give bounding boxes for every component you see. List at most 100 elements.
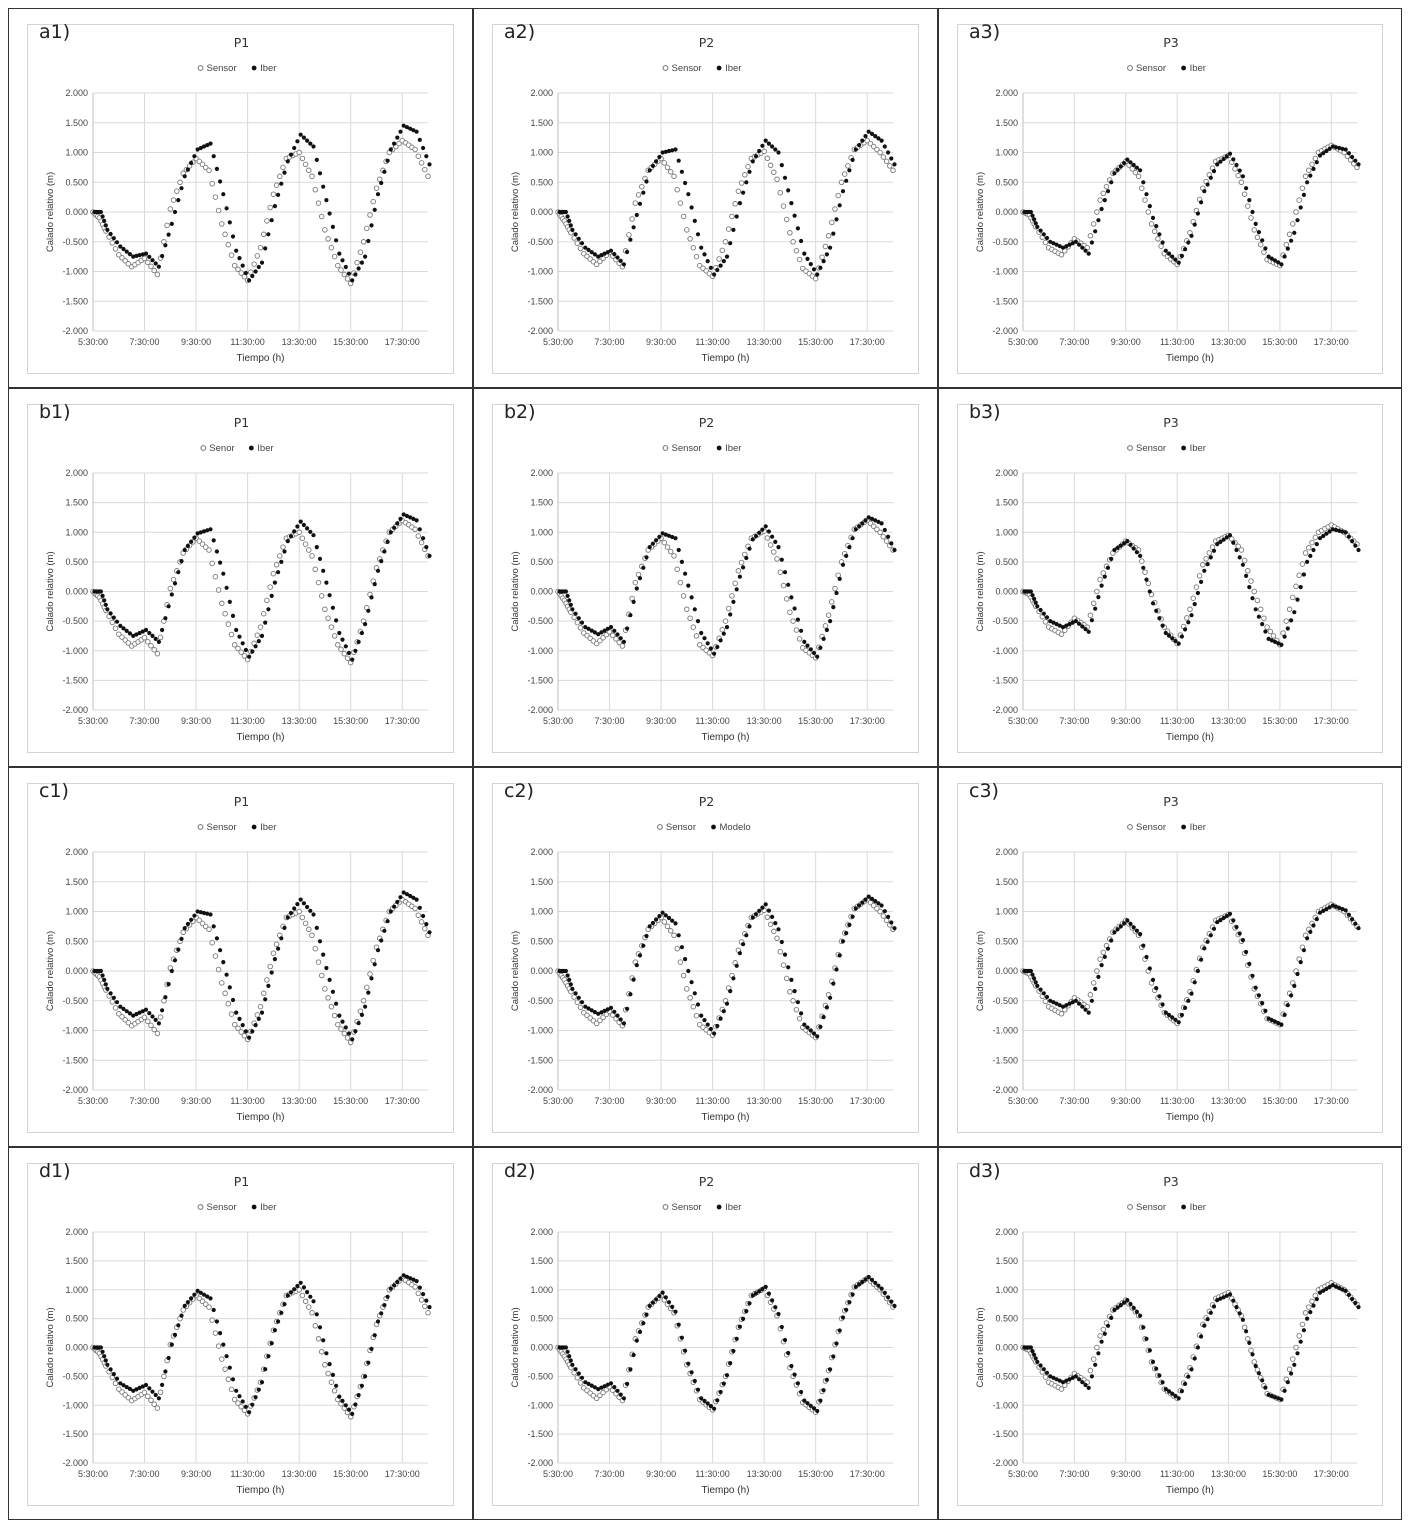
data-point	[815, 272, 819, 276]
legend-sensor-label: Sensor	[207, 822, 237, 833]
data-point	[1144, 955, 1148, 959]
data-point	[1151, 978, 1155, 982]
data-point	[799, 1390, 803, 1394]
data-point	[337, 631, 341, 635]
x-tick-label: 11:30:00	[1160, 337, 1194, 347]
data-point	[844, 1308, 848, 1312]
data-point	[770, 1298, 774, 1302]
data-point	[1128, 543, 1132, 547]
data-point	[347, 272, 351, 276]
data-point	[628, 238, 632, 242]
data-point	[1161, 1002, 1165, 1006]
data-point	[424, 545, 428, 549]
scatter-plot: -2.000-1.500-1.000-0.5000.0000.5001.0001…	[9, 9, 474, 389]
data-point	[350, 658, 354, 662]
scatter-plot: -2.000-1.500-1.000-0.5000.0000.5001.0001…	[939, 1148, 1403, 1521]
data-point	[1305, 180, 1309, 184]
data-point	[802, 1023, 806, 1027]
data-point	[751, 159, 755, 163]
data-point	[398, 895, 402, 899]
data-point	[883, 1291, 887, 1295]
data-point	[1093, 229, 1097, 233]
figure-grid: a1) P1 -2.000 -1.500 -1.000 -0.500 0.000 0.500 1…	[8, 8, 1402, 1520]
data-point	[632, 225, 636, 229]
data-point	[635, 963, 639, 967]
data-point	[115, 1000, 119, 1004]
data-point	[815, 1409, 819, 1413]
y-tick-label: 1.500	[65, 118, 88, 128]
data-point	[1138, 168, 1142, 172]
data-point	[776, 1312, 780, 1316]
x-tick-label: 13:30:00	[282, 1469, 317, 1479]
data-point	[720, 248, 725, 253]
data-point	[1289, 1371, 1293, 1375]
data-point	[163, 995, 167, 999]
data-point	[1242, 192, 1247, 197]
data-point	[1287, 607, 1292, 612]
data-point	[881, 534, 886, 539]
data-point	[101, 214, 105, 218]
data-point	[331, 990, 335, 994]
data-point	[686, 969, 690, 973]
data-point	[241, 264, 245, 268]
data-point	[823, 624, 828, 629]
data-point	[1238, 931, 1242, 935]
data-point	[1183, 1006, 1187, 1010]
data-point	[423, 167, 428, 172]
data-point	[321, 569, 325, 573]
data-point	[105, 607, 109, 611]
data-point	[648, 1304, 652, 1308]
data-point	[851, 158, 855, 162]
data-point	[833, 586, 838, 591]
data-point	[1239, 180, 1244, 185]
data-point	[105, 1363, 109, 1367]
data-point	[299, 898, 303, 902]
x-tick-label: 7:30:00	[1059, 716, 1089, 726]
y-tick-label: 1.500	[530, 1256, 553, 1266]
data-point	[783, 176, 787, 180]
data-point	[1132, 163, 1136, 167]
data-point	[247, 278, 251, 282]
y-tick-label: 1.000	[530, 527, 553, 537]
data-point	[192, 154, 196, 158]
data-point	[208, 912, 212, 916]
x-tick-label: 11:30:00	[230, 337, 264, 347]
data-point	[1286, 247, 1290, 251]
data-point	[318, 557, 322, 561]
data-point	[685, 607, 690, 612]
data-point	[273, 957, 277, 961]
y-tick-label: -1.000	[62, 646, 88, 656]
data-point	[1093, 1363, 1097, 1367]
data-point	[270, 1341, 274, 1345]
y-tick-label: -1.500	[62, 296, 88, 306]
y-tick-label: -1.000	[527, 1400, 553, 1410]
data-point	[1034, 221, 1038, 225]
data-point	[723, 619, 728, 624]
data-point	[1305, 936, 1309, 940]
data-point	[1074, 999, 1078, 1003]
data-point	[622, 1021, 626, 1025]
data-point	[1091, 222, 1096, 227]
series-sensor	[1021, 523, 1360, 647]
data-point	[1234, 925, 1238, 929]
y-tick-label: -1.500	[992, 296, 1018, 306]
data-point	[773, 921, 777, 925]
data-point	[1083, 1383, 1087, 1387]
x-tick-label: 13:30:00	[282, 1096, 317, 1106]
data-point	[854, 527, 858, 531]
data-point	[350, 1037, 354, 1041]
data-point	[796, 1000, 800, 1004]
data-point	[416, 913, 421, 918]
data-point	[299, 520, 303, 524]
data-point	[880, 521, 884, 525]
data-point	[1101, 950, 1106, 955]
data-point	[715, 1024, 719, 1028]
data-point	[302, 136, 306, 140]
data-point	[369, 223, 373, 227]
data-point	[1090, 240, 1094, 244]
data-point	[244, 1029, 248, 1033]
data-point	[186, 544, 190, 548]
data-point	[665, 165, 670, 170]
legend-model-marker	[1181, 825, 1186, 830]
data-point	[1096, 1351, 1100, 1355]
